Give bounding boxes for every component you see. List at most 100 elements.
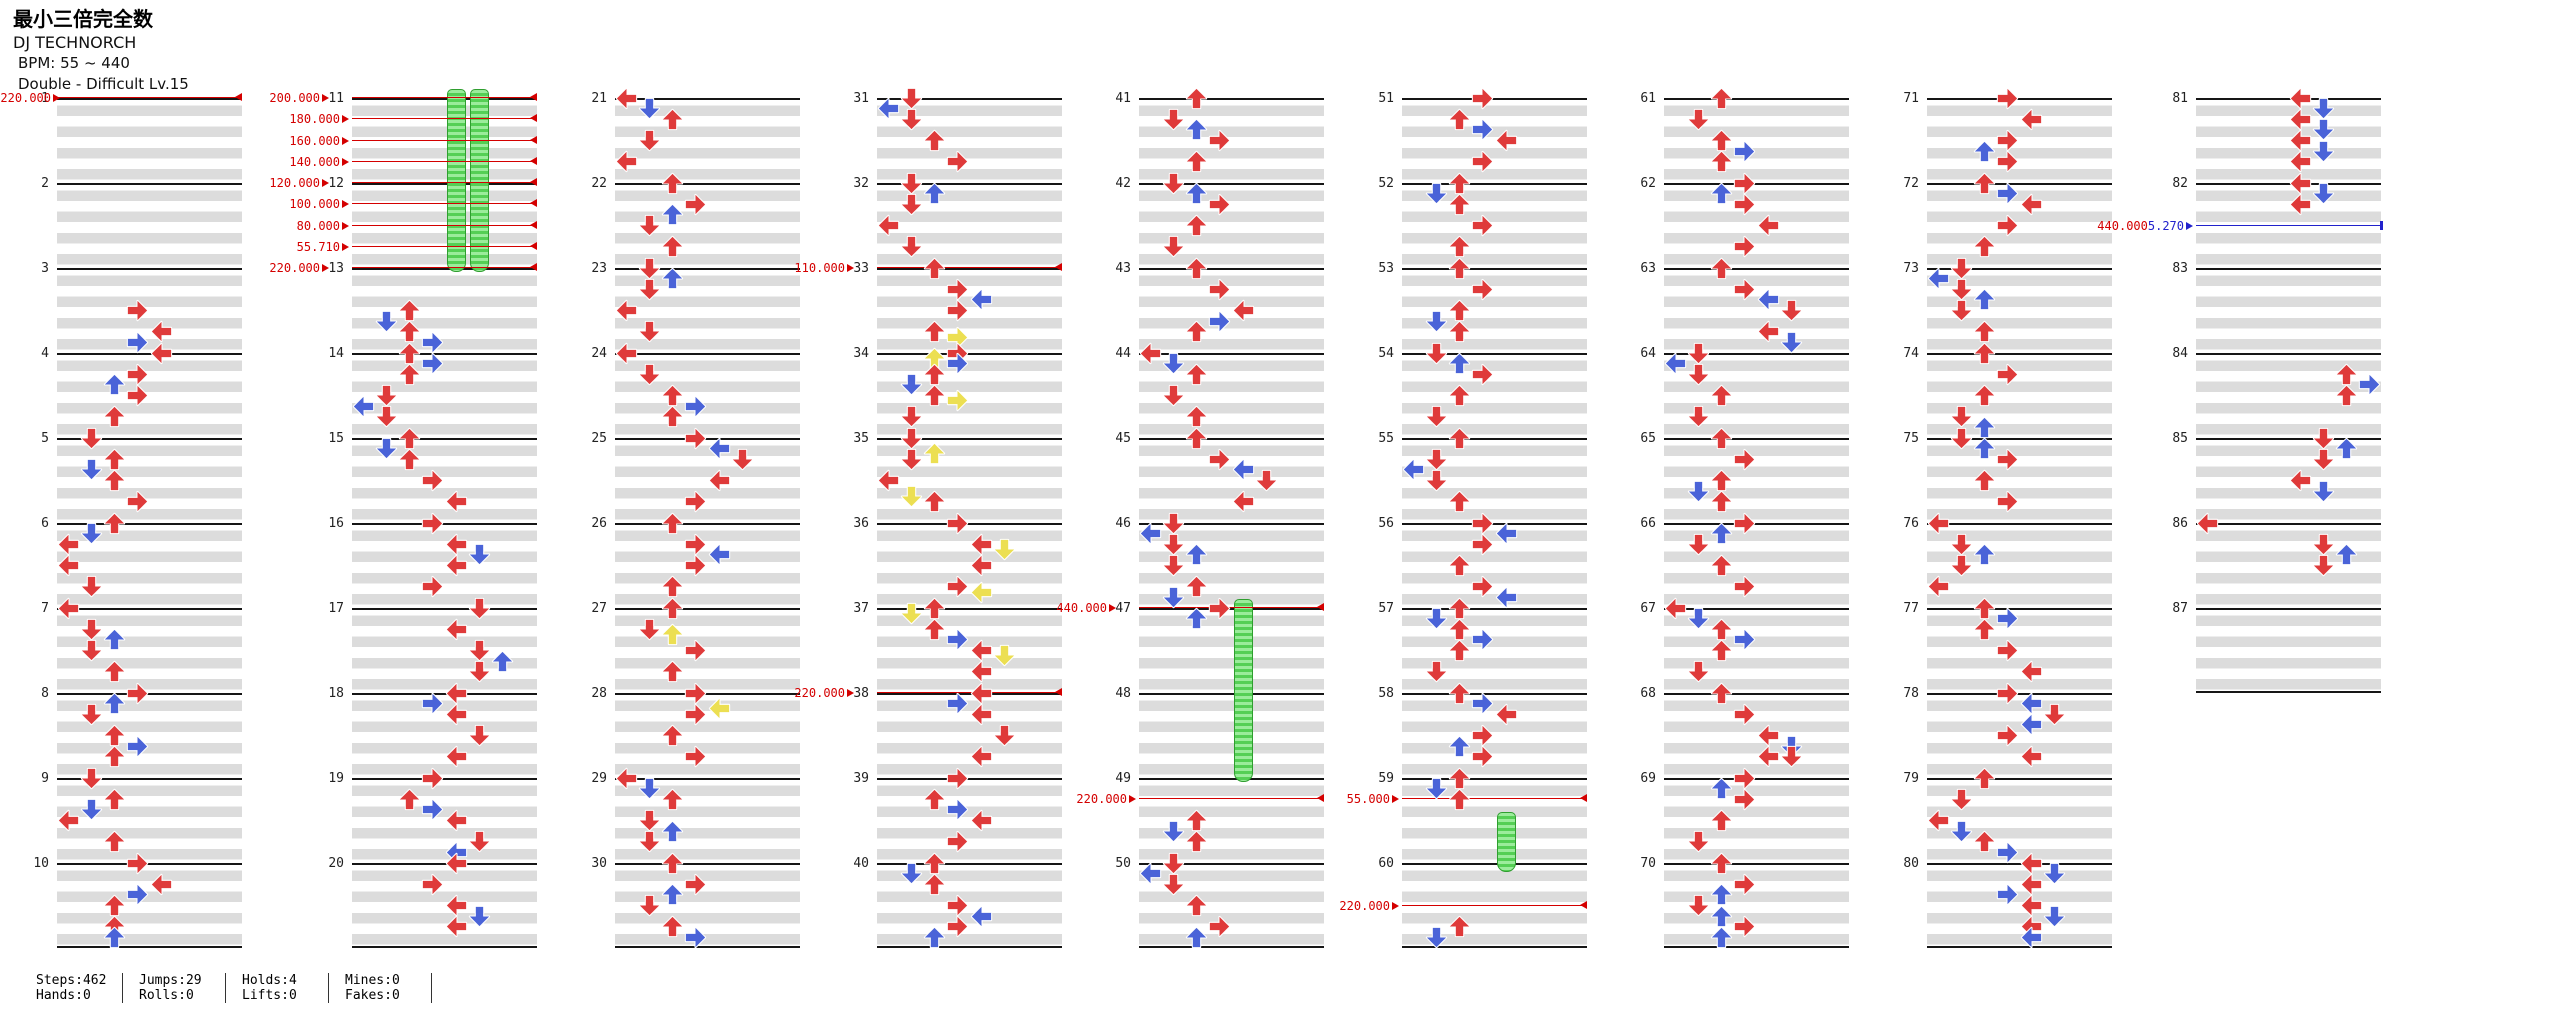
note-arrow-up xyxy=(2335,544,2357,566)
note-arrow-left xyxy=(150,342,172,364)
note-arrow-up xyxy=(104,831,126,853)
stats-separator xyxy=(328,973,329,1003)
note-arrow-down xyxy=(80,459,103,481)
note-arrow-left xyxy=(708,544,730,566)
song-header: 最小三倍完全数 DJ TECHNORCH BPM: 55 ~ 440 Doubl… xyxy=(13,8,189,93)
note-arrow-left xyxy=(1757,746,1779,768)
bpm-marker-label: 220.000 xyxy=(0,792,1127,806)
note-arrow-up xyxy=(1186,544,1208,566)
note-arrow-right xyxy=(1472,278,1494,300)
marker-value: 180.000 xyxy=(289,112,340,127)
note-arrow-down xyxy=(80,427,103,449)
note-arrow-left xyxy=(615,151,638,173)
note-arrow-down xyxy=(1425,469,1448,492)
note-arrow-down xyxy=(638,618,661,640)
note-arrow-left xyxy=(970,682,992,704)
note-arrow-up xyxy=(1974,831,1996,853)
note-arrow-up xyxy=(1974,342,1996,364)
note-arrow-down xyxy=(468,639,490,662)
measure-number: 73 xyxy=(1903,261,1919,276)
note-arrow-up xyxy=(1449,299,1471,322)
note-arrow-right xyxy=(1734,767,1756,789)
note-arrow-down xyxy=(1687,108,1710,130)
measure-number: 9 xyxy=(41,771,49,786)
marker-line xyxy=(352,93,537,101)
note-arrow-down xyxy=(2043,862,2065,885)
note-arrow-up xyxy=(1711,151,1733,173)
note-arrow-right xyxy=(2358,374,2381,396)
note-arrow-right xyxy=(685,554,707,577)
marker-line xyxy=(877,263,1062,271)
note-arrow-left xyxy=(708,469,730,492)
note-arrow-down xyxy=(80,639,103,662)
note-arrow-up xyxy=(399,342,421,364)
measure: 71 xyxy=(1903,91,2112,183)
note-arrow-up xyxy=(1449,597,1471,619)
note-arrow-left xyxy=(445,809,467,832)
note-arrow-up xyxy=(1186,119,1208,141)
note-arrow-up xyxy=(1449,682,1471,704)
marker-value: 440.000 xyxy=(2097,218,2148,233)
note-arrow-left xyxy=(445,533,467,555)
note-arrow-right xyxy=(685,491,707,513)
note-arrow-left xyxy=(2020,926,2042,949)
marker-line xyxy=(1139,794,1324,803)
measure: 80 xyxy=(1903,856,2112,948)
note-arrow-left xyxy=(1664,352,1687,375)
measure: 3 xyxy=(41,261,242,353)
stop-marker: 440.0005.270 xyxy=(0,218,2385,234)
note-arrow-right xyxy=(422,873,444,895)
measure: 63 xyxy=(1640,261,1849,353)
note-arrow-up xyxy=(662,661,684,683)
measure-number: 51 xyxy=(1378,91,1394,106)
measure-number: 35 xyxy=(853,431,869,446)
note-arrow-right xyxy=(1997,448,2019,470)
measure: 58 xyxy=(1378,686,1587,778)
note-arrow-up xyxy=(104,374,126,396)
note-arrow-down xyxy=(1950,299,1973,322)
bpm-marker: 220.000 xyxy=(0,685,1066,701)
note-arrow-up xyxy=(662,916,684,938)
bpm-marker: 80.000 xyxy=(0,218,541,234)
note-arrow-left xyxy=(2289,193,2311,215)
marker-value: 55.000 xyxy=(1346,792,1390,807)
note-arrow-up xyxy=(399,299,421,322)
note-arrow-right xyxy=(1997,884,2019,906)
note-arrow-right xyxy=(685,926,707,949)
note-arrow-left xyxy=(615,342,638,364)
note-arrow-right xyxy=(1734,512,1756,534)
note-arrow-right xyxy=(422,692,444,715)
note-arrow-left xyxy=(57,554,80,577)
measure-number: 13 xyxy=(328,261,344,276)
note-arrow-right xyxy=(685,395,707,417)
measure-number: 83 xyxy=(2172,261,2188,276)
measure: 45 xyxy=(1115,431,1324,523)
bpm-marker: 100.000 xyxy=(0,196,541,212)
marker-value: 5.270 xyxy=(2147,218,2184,233)
marker-start-triangle xyxy=(342,115,349,124)
note-arrow-up xyxy=(1711,469,1733,492)
marker-start-triangle xyxy=(53,94,60,102)
bpm-marker: 140.000 xyxy=(0,154,541,170)
note-arrow-right xyxy=(1472,746,1494,768)
note-arrow-down xyxy=(1162,533,1185,555)
note-arrow-right xyxy=(947,767,969,789)
measure-number: 44 xyxy=(1115,346,1131,361)
note-arrow-right xyxy=(1472,576,1494,598)
note-arrow-left xyxy=(2020,746,2042,768)
stats-group-mines: Mines:0 Fakes:0 xyxy=(345,973,431,1003)
note-arrow-left xyxy=(150,321,172,343)
measure-number: 87 xyxy=(2172,601,2188,616)
note-arrow-down xyxy=(1687,661,1710,683)
note-arrow-down xyxy=(900,193,923,215)
note-arrow-left xyxy=(2289,129,2311,152)
measure-number: 26 xyxy=(591,516,607,531)
note-arrow-down xyxy=(1162,512,1185,534)
hold-note xyxy=(469,89,489,272)
measure-number: 15 xyxy=(328,431,344,446)
note-arrow-down xyxy=(638,129,661,152)
note-arrow-down xyxy=(2312,427,2334,449)
note-arrow-left xyxy=(1927,576,1950,598)
marker-start-triangle xyxy=(322,264,329,272)
measure-number: 76 xyxy=(1903,516,1919,531)
